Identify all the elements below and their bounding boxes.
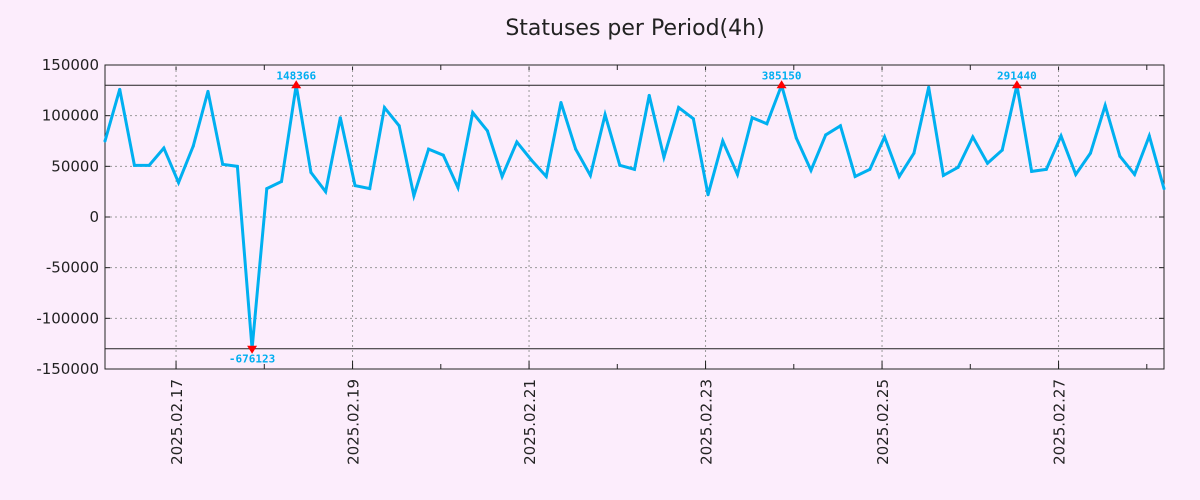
data-point bbox=[1118, 154, 1122, 158]
data-point bbox=[1088, 151, 1092, 155]
data-point bbox=[338, 116, 342, 120]
y-tick-label: 50000 bbox=[51, 157, 99, 175]
x-tick-label: 2025.02.23 bbox=[698, 379, 716, 465]
data-point bbox=[162, 146, 166, 150]
data-point bbox=[103, 139, 107, 143]
data-point bbox=[1044, 167, 1048, 171]
annotation-label: 291440 bbox=[997, 69, 1037, 82]
data-point bbox=[662, 155, 666, 159]
data-point bbox=[853, 174, 857, 178]
data-point bbox=[735, 172, 739, 176]
data-point bbox=[500, 174, 504, 178]
data-point bbox=[721, 139, 725, 143]
y-tick-label: 150000 bbox=[42, 56, 99, 74]
data-point bbox=[412, 194, 416, 198]
data-point bbox=[633, 167, 636, 171]
data-point bbox=[706, 193, 710, 197]
data-point bbox=[986, 161, 989, 165]
data-point bbox=[647, 93, 651, 97]
data-point bbox=[530, 158, 534, 162]
overflow-up-marker bbox=[291, 80, 302, 89]
data-point bbox=[221, 162, 225, 166]
y-tick-label: -150000 bbox=[36, 360, 99, 378]
data-point bbox=[618, 163, 622, 167]
data-point bbox=[1103, 104, 1107, 108]
data-point bbox=[574, 147, 578, 151]
y-tick-label: 100000 bbox=[42, 107, 99, 125]
data-point bbox=[883, 135, 887, 139]
data-point bbox=[485, 129, 489, 133]
overflow-up-marker bbox=[1011, 80, 1022, 89]
annotation-label: 148366 bbox=[276, 69, 316, 82]
data-point bbox=[132, 163, 136, 167]
annotation-label: -676123 bbox=[229, 353, 275, 366]
data-point bbox=[927, 85, 931, 89]
data-point bbox=[971, 135, 975, 139]
data-point bbox=[147, 163, 151, 167]
data-point bbox=[559, 100, 563, 104]
data-point bbox=[397, 124, 401, 128]
data-point bbox=[1147, 134, 1151, 138]
data-point bbox=[824, 133, 828, 137]
data-point bbox=[427, 147, 431, 151]
data-point bbox=[1074, 172, 1078, 176]
data-point bbox=[838, 124, 842, 128]
data-point bbox=[235, 164, 239, 168]
data-point bbox=[912, 151, 916, 155]
data-point bbox=[456, 186, 460, 190]
data-point bbox=[324, 190, 328, 194]
x-tick-label: 2025.02.25 bbox=[874, 379, 892, 465]
data-point bbox=[118, 87, 122, 91]
data-point bbox=[750, 116, 754, 120]
data-point bbox=[1030, 169, 1034, 173]
data-point bbox=[603, 113, 607, 117]
y-tick-label: 0 bbox=[89, 208, 99, 226]
data-point bbox=[956, 165, 960, 169]
data-point bbox=[309, 170, 313, 174]
data-point bbox=[588, 173, 592, 177]
data-point bbox=[809, 168, 813, 172]
x-tick-label: 2025.02.17 bbox=[168, 379, 186, 465]
data-point bbox=[515, 140, 519, 144]
data-point bbox=[265, 187, 269, 191]
data-point bbox=[544, 174, 548, 178]
data-point bbox=[765, 122, 769, 126]
x-tick-label: 2025.02.21 bbox=[521, 379, 539, 465]
y-tick-label: -100000 bbox=[36, 309, 99, 327]
data-point bbox=[177, 181, 181, 185]
data-point bbox=[897, 174, 901, 178]
data-point bbox=[368, 187, 372, 191]
data-point bbox=[1059, 134, 1063, 138]
data-point bbox=[353, 184, 357, 188]
x-tick-label: 2025.02.19 bbox=[345, 379, 363, 465]
x-tick-label: 2025.02.27 bbox=[1051, 379, 1069, 465]
data-point bbox=[677, 106, 681, 110]
overflow-up-marker bbox=[776, 80, 787, 89]
data-point bbox=[868, 167, 872, 171]
data-point bbox=[441, 153, 445, 157]
data-point bbox=[1162, 187, 1166, 191]
data-point bbox=[1000, 148, 1004, 152]
data-point bbox=[794, 136, 798, 140]
chart-title: Statuses per Period(4h) bbox=[505, 16, 765, 41]
data-point bbox=[280, 180, 283, 184]
data-point bbox=[191, 144, 195, 148]
data-point bbox=[941, 173, 945, 177]
data-point bbox=[382, 106, 386, 110]
overflow-down-marker bbox=[247, 345, 258, 354]
data-point bbox=[691, 117, 695, 121]
data-point bbox=[471, 111, 475, 115]
annotation-label: 385150 bbox=[762, 69, 802, 82]
y-tick-label: -50000 bbox=[46, 259, 99, 277]
data-point bbox=[206, 89, 210, 93]
data-point bbox=[1133, 172, 1137, 176]
